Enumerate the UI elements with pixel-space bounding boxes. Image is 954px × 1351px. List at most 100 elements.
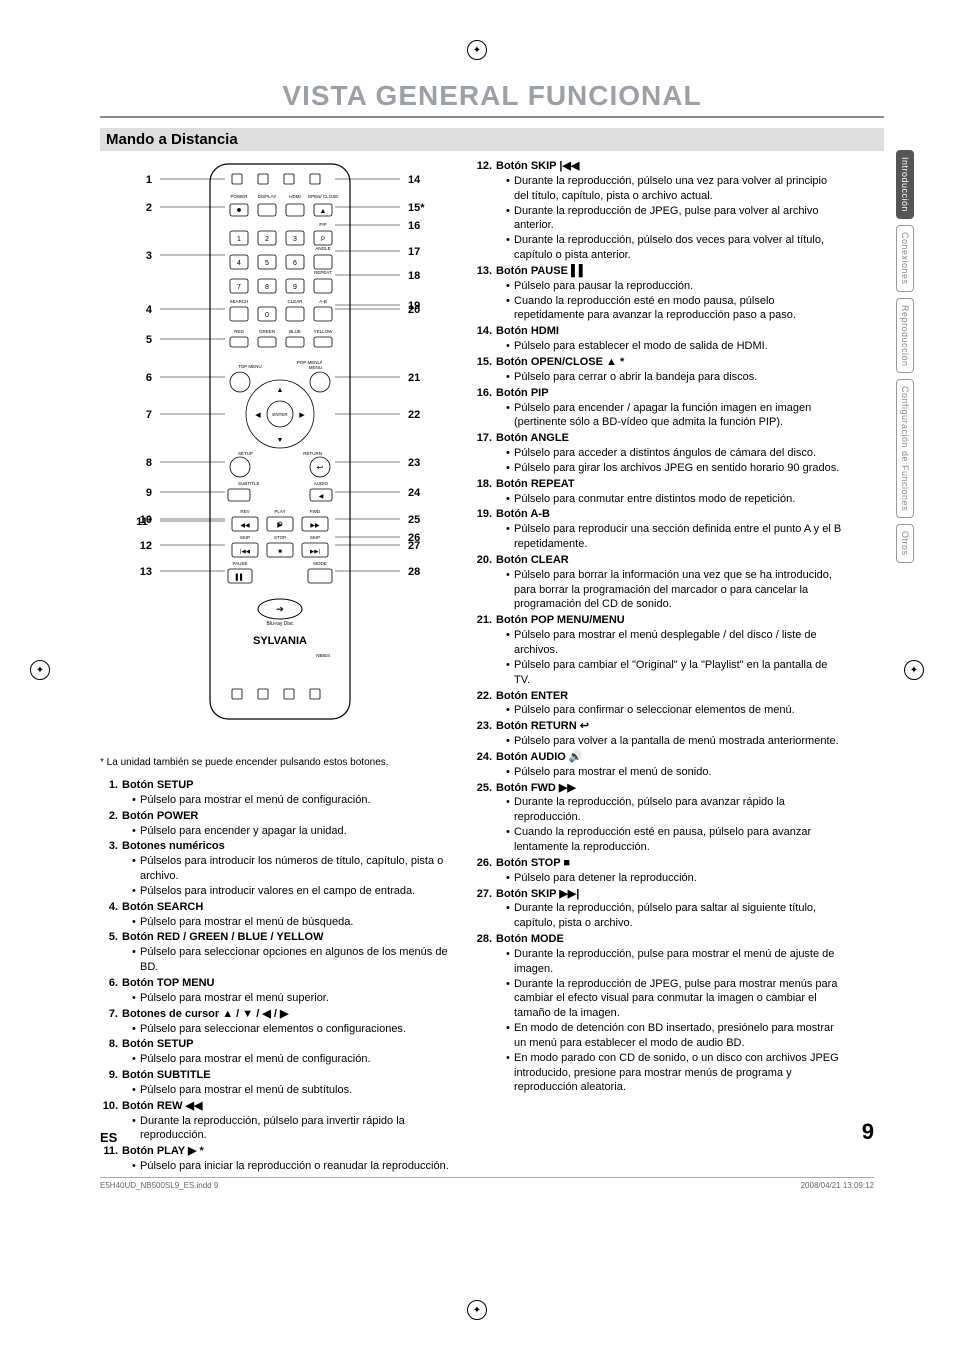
side-tab: Introducción	[896, 150, 914, 219]
desc-number: 26.	[474, 856, 496, 886]
svg-text:OPEN/ CLOSE: OPEN/ CLOSE	[308, 194, 339, 199]
remote-diagram: POWERDISPLAYHDMIOPEN/ CLOSE▲PIP123456789…	[100, 159, 460, 749]
svg-text:3: 3	[146, 250, 152, 262]
svg-text:REV: REV	[240, 509, 249, 514]
desc-title: Botón STOP ■	[496, 856, 844, 871]
desc-number: 27.	[474, 887, 496, 932]
svg-text:|◀◀: |◀◀	[240, 549, 251, 555]
svg-text:RED: RED	[234, 329, 244, 334]
svg-text:▶: ▶	[299, 412, 305, 419]
desc-bullet: Púlselo para mostrar el menú de subtítul…	[132, 1083, 460, 1098]
desc-bullet: Púlselo para seleccionar elementos o con…	[132, 1022, 460, 1037]
svg-text:5: 5	[146, 334, 152, 346]
desc-bullet: Durante la reproducción de JPEG, pulse p…	[506, 977, 844, 1022]
desc-bullet: Púlselo para cambiar el "Original" y la …	[506, 658, 844, 688]
desc-title: Botón AUDIO 🔊	[496, 750, 844, 765]
desc-bullet: Púlselo para mostrar el menú desplegable…	[506, 628, 844, 658]
desc-bullet: Púlselo para establecer el modo de salid…	[506, 339, 844, 354]
svg-text:AUDIO: AUDIO	[314, 481, 329, 486]
svg-text:4: 4	[237, 260, 241, 267]
desc-item: 19.Botón A-BPúlselo para reproducir una …	[474, 507, 844, 552]
desc-number: 22.	[474, 689, 496, 719]
svg-text:3: 3	[293, 236, 297, 243]
svg-text:FWD: FWD	[310, 509, 321, 514]
desc-bullet: Cuando la reproducción esté en modo paus…	[506, 294, 844, 324]
desc-bullet: Púlselo para cerrar o abrir la bandeja p…	[506, 370, 844, 385]
svg-text:5: 5	[265, 260, 269, 267]
svg-text:REPEAT: REPEAT	[314, 270, 332, 275]
desc-bullet: Púlselo para borrar la información una v…	[506, 568, 844, 613]
desc-bullet: Púlselo para mostrar el menú de sonido.	[506, 765, 844, 780]
svg-text:RETURN: RETURN	[303, 451, 322, 456]
svg-text:Blu-ray Disc: Blu-ray Disc	[267, 621, 294, 627]
desc-item: 14.Botón HDMIPúlselo para establecer el …	[474, 324, 844, 354]
desc-bullet: En modo de detención con BD insertado, p…	[506, 1021, 844, 1051]
svg-text:◀: ◀	[255, 412, 261, 419]
desc-bullet: Cuando la reproducción esté en pausa, pú…	[506, 825, 844, 855]
print-file: E5H40UD_NB500SL9_ES.indd 9	[100, 1181, 218, 1190]
desc-bullet: Durante la reproducción, púlselo para sa…	[506, 901, 844, 931]
desc-number: 13.	[474, 264, 496, 323]
desc-item: 18.Botón REPEATPúlselo para conmutar ent…	[474, 477, 844, 507]
svg-text:4: 4	[146, 304, 153, 316]
desc-number: 2.	[100, 809, 122, 839]
desc-bullet: Durante la reproducción, pulse para most…	[506, 947, 844, 977]
page-number: 9	[862, 1119, 874, 1145]
desc-title: Botones de cursor ▲ / ▼ / ◀ / ▶	[122, 1007, 460, 1022]
desc-bullet: Púlselo para conmutar entre distintos mo…	[506, 492, 844, 507]
desc-item: 27.Botón SKIP ▶▶|Durante la reproducción…	[474, 887, 844, 932]
desc-number: 18.	[474, 477, 496, 507]
svg-text:17: 17	[408, 246, 420, 258]
desc-title: Botón PAUSE ▌▌	[496, 264, 844, 279]
footnote: * La unidad también se puede encender pu…	[100, 757, 460, 768]
desc-title: Botón SUBTITLE	[122, 1068, 460, 1083]
svg-text:9: 9	[146, 487, 152, 499]
svg-text:SYLVANIA: SYLVANIA	[253, 635, 307, 647]
svg-text:24: 24	[408, 487, 421, 499]
svg-text:▶: ▶	[277, 522, 283, 529]
desc-bullet: Durante la reproducción, púlselo dos vec…	[506, 233, 844, 263]
desc-number: 16.	[474, 386, 496, 431]
svg-text:15*: 15*	[408, 202, 425, 214]
svg-text:MENU: MENU	[309, 365, 322, 370]
language-code: ES	[100, 1130, 117, 1145]
desc-item: 21.Botón POP MENU/MENUPúlselo para mostr…	[474, 613, 844, 687]
svg-text:SKIP: SKIP	[240, 535, 250, 540]
desc-title: Botón POP MENU/MENU	[496, 613, 844, 628]
svg-text:BLUE: BLUE	[289, 329, 301, 334]
desc-bullet: Púlselo para acceder a distintos ángulos…	[506, 446, 844, 461]
svg-text:14: 14	[408, 174, 421, 186]
desc-title: Botón SKIP ▶▶|	[496, 887, 844, 902]
desc-item: 13.Botón PAUSE ▌▌Púlselo para pausar la …	[474, 264, 844, 323]
svg-text:13: 13	[140, 566, 152, 578]
desc-item: 24.Botón AUDIO 🔊Púlselo para mostrar el …	[474, 750, 844, 780]
svg-text:A-B: A-B	[319, 299, 327, 304]
desc-number: 15.	[474, 355, 496, 385]
side-tab: Reproducción	[896, 298, 914, 374]
desc-bullet: Durante la reproducción, púlselo para av…	[506, 795, 844, 825]
svg-text:POWER: POWER	[230, 194, 248, 199]
svg-text:▲: ▲	[277, 387, 284, 394]
print-date: 2008/04/21 13:09:12	[801, 1181, 874, 1190]
desc-bullet: Durante la reproducción, púlselo una vez…	[506, 174, 844, 204]
svg-text:2: 2	[265, 236, 269, 243]
svg-text:▶▶: ▶▶	[310, 523, 320, 529]
svg-text:9: 9	[293, 284, 297, 291]
svg-text:SKIP: SKIP	[310, 535, 320, 540]
svg-text:6: 6	[146, 372, 152, 384]
desc-bullet: Púlselo para seleccionar opciones en alg…	[132, 945, 460, 975]
svg-text:22: 22	[408, 409, 420, 421]
svg-text:20: 20	[408, 304, 420, 316]
svg-text:18: 18	[408, 270, 420, 282]
desc-title: Botón FWD ▶▶	[496, 781, 844, 796]
svg-text:2: 2	[146, 202, 152, 214]
desc-bullet: Púlselo para mostrar el menú de configur…	[132, 793, 460, 808]
svg-text:ENTER: ENTER	[272, 412, 288, 417]
desc-title: Botón SETUP	[122, 778, 460, 793]
desc-bullet: Púlselos para introducir valores en el c…	[132, 884, 460, 899]
svg-text:12: 12	[140, 540, 152, 552]
svg-text:DISPLAY: DISPLAY	[258, 194, 277, 199]
desc-title: Botón REPEAT	[496, 477, 844, 492]
desc-item: 26.Botón STOP ■Púlselo para detener la r…	[474, 856, 844, 886]
svg-text:7: 7	[237, 284, 241, 291]
